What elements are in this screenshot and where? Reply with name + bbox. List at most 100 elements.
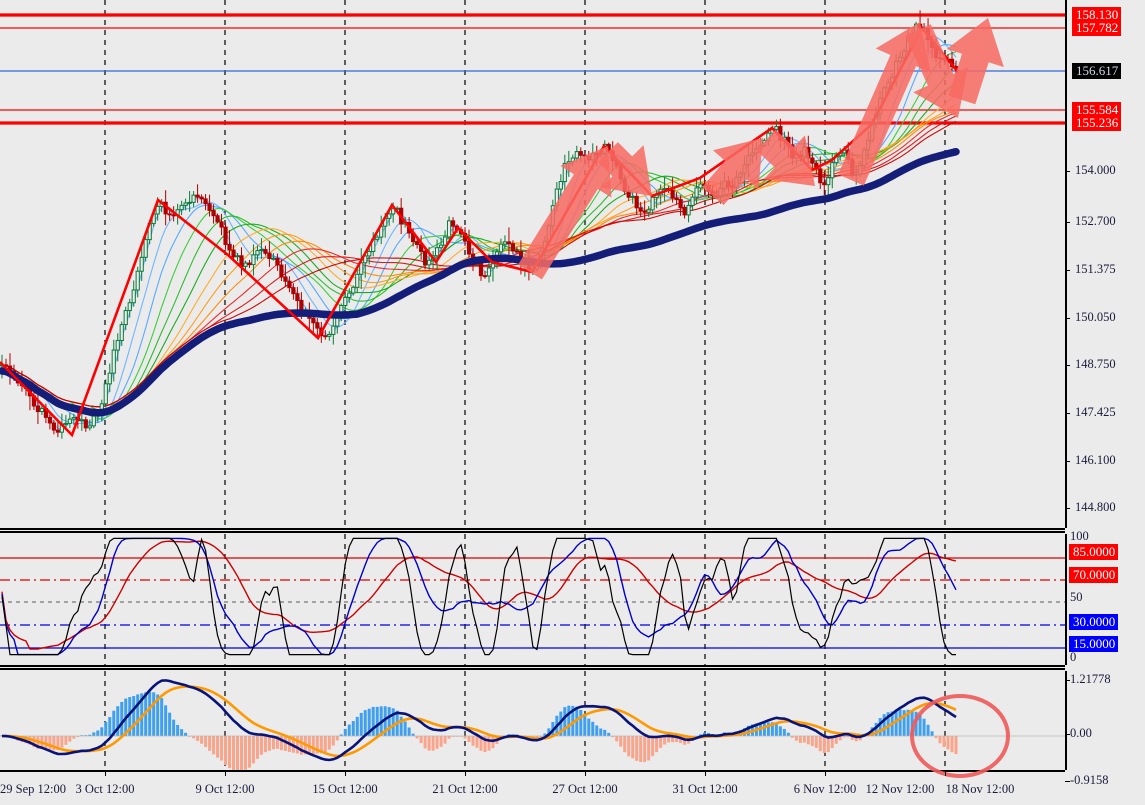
macd-histogram-bar — [563, 707, 567, 736]
axis-tick — [1065, 318, 1070, 319]
gmma-ribbon-line-0 — [1, 26, 957, 430]
macd-histogram-bar — [794, 736, 798, 741]
macd-histogram-bar — [946, 736, 950, 750]
macd-histogram-bar — [279, 736, 283, 751]
macd-histogram-bar — [599, 728, 603, 736]
candle — [195, 184, 200, 203]
macd-histogram-bar — [583, 713, 587, 736]
macd-histogram-bar — [922, 718, 926, 736]
axis-tick — [1065, 222, 1070, 223]
candle — [327, 331, 332, 341]
macd-histogram-bar — [679, 736, 683, 744]
macd-histogram-bar — [894, 709, 898, 736]
price-chart-canvas — [0, 0, 1065, 528]
price-level-tag[interactable]: 156.617 — [1072, 63, 1122, 79]
macd-histogram-bar — [271, 736, 275, 750]
macd-histogram-bar — [120, 701, 124, 736]
axis-tick — [1065, 781, 1070, 782]
macd-histogram-bar — [140, 693, 144, 736]
candle — [267, 241, 272, 267]
candle — [103, 379, 108, 408]
candle — [662, 177, 667, 202]
time-axis-label: 27 Oct 12:00 — [552, 782, 618, 796]
macd-histogram-bar — [387, 707, 391, 736]
macd-histogram-bar — [938, 736, 942, 744]
macd-histogram-bar — [467, 736, 471, 743]
macd-line — [1, 679, 957, 762]
macd-histogram-bar — [100, 727, 104, 736]
candle — [227, 230, 232, 257]
candle — [51, 419, 56, 435]
candle — [502, 235, 508, 250]
rsi-panel[interactable] — [0, 534, 1065, 665]
macd-histogram-bar — [275, 736, 279, 749]
macd-histogram-bar — [323, 736, 327, 752]
candle — [187, 190, 192, 212]
macd-histogram-bar — [343, 728, 347, 736]
signal-line — [2, 685, 957, 758]
macd-histogram-bar — [232, 736, 236, 770]
rsi-axis-label[interactable]: 70.0000 — [1069, 567, 1119, 583]
macd-histogram-bar — [347, 724, 351, 736]
macd-histogram-bar — [591, 721, 595, 736]
macd-histogram-bar — [311, 736, 315, 754]
candle — [207, 194, 212, 217]
candle — [255, 245, 260, 261]
price-axis-label: 146.100 — [1075, 453, 1116, 467]
macd-histogram-bar — [483, 736, 487, 753]
price-level-tag[interactable]: 158.130 — [1072, 7, 1122, 23]
macd-histogram-bar — [954, 736, 958, 755]
axis-tick — [1065, 461, 1070, 462]
candle — [119, 321, 124, 346]
macd-histogram-bar — [471, 736, 475, 746]
price-level-tag[interactable]: 155.236 — [1072, 115, 1122, 131]
macd-histogram-bar — [267, 736, 271, 751]
candle — [355, 268, 360, 293]
candle — [566, 150, 571, 177]
macd-histogram-bar — [383, 706, 387, 736]
macd-histogram-bar — [200, 736, 204, 744]
macd-histogram-bar — [826, 736, 830, 753]
macd-axis-label: 0.00 — [1070, 726, 1092, 740]
candle — [558, 174, 563, 197]
candle — [323, 330, 328, 340]
time-axis-label: 18 Nov 12:00 — [945, 782, 1015, 796]
macd-histogram-bar — [188, 736, 192, 737]
rsi-axis-label[interactable]: 85.0000 — [1069, 544, 1119, 560]
price-chart-panel[interactable] — [0, 0, 1065, 528]
panel-divider-2a — [0, 665, 1065, 667]
macd-histogram-bar — [156, 694, 160, 736]
macd-histogram-bar — [611, 736, 615, 738]
candle — [123, 306, 128, 331]
macd-histogram-bar — [571, 705, 575, 736]
macd-histogram-bar — [762, 722, 766, 736]
macd-histogram-bar — [838, 736, 842, 741]
macd-histogram-bar — [822, 736, 826, 753]
macd-histogram-bar — [882, 714, 886, 736]
macd-histogram-bar — [651, 736, 655, 757]
macd-histogram-bar — [64, 736, 68, 745]
macd-histogram-bar — [874, 722, 878, 736]
macd-histogram-bar — [942, 736, 946, 747]
time-axis-label: 6 Nov 12:00 — [793, 782, 857, 796]
price-level-tag[interactable]: 157.782 — [1072, 20, 1122, 36]
macd-panel[interactable] — [0, 671, 1065, 770]
macd-histogram-bar — [491, 736, 495, 749]
macd-histogram-bar — [479, 736, 483, 751]
macd-histogram-bar — [152, 692, 156, 736]
macd-histogram-bar — [926, 724, 930, 736]
candle — [211, 204, 216, 224]
panel-divider-2b — [0, 668, 1065, 670]
candle — [490, 250, 496, 282]
time-axis-tick — [825, 770, 826, 776]
candle — [251, 244, 256, 276]
rsi-axis-label[interactable]: 30.0000 — [1069, 614, 1119, 630]
candle — [506, 227, 512, 257]
candle — [850, 152, 855, 179]
time-axis-line — [0, 770, 1065, 772]
macd-histogram-bar — [204, 736, 208, 748]
macd-histogram-bar — [331, 736, 335, 746]
price-level-tag[interactable]: 155.584 — [1072, 102, 1122, 118]
axis-tick — [1065, 365, 1070, 366]
rsi-axis-label[interactable]: 15.0000 — [1069, 636, 1119, 652]
